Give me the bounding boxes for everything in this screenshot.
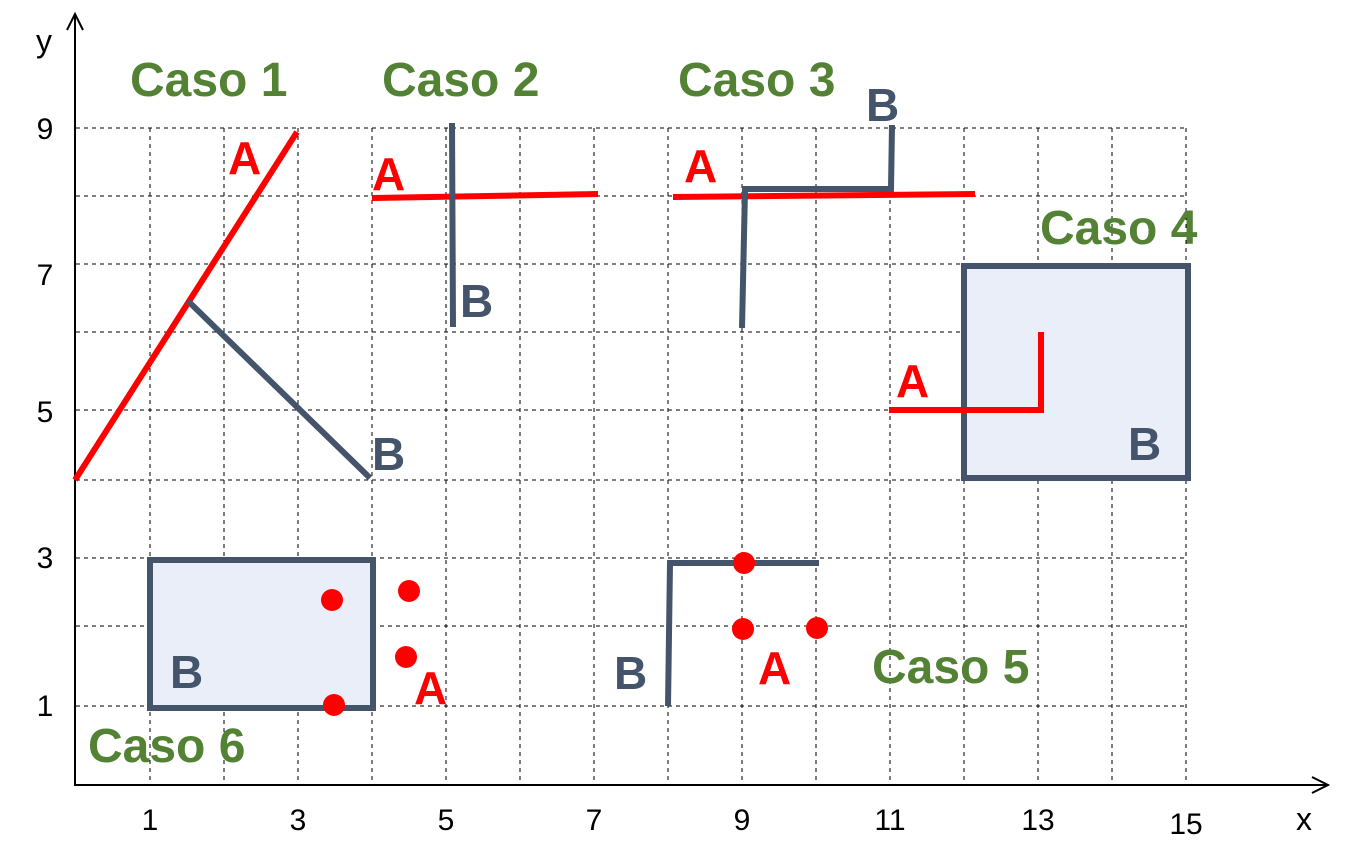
segment-a: [72, 130, 300, 482]
label-b: B: [866, 79, 899, 131]
case-4: Caso 4 A B: [889, 202, 1198, 481]
segment-b: [739, 124, 895, 329]
point-a: [398, 580, 420, 602]
label-b: B: [460, 275, 493, 327]
y-tick-label: 3: [37, 542, 54, 575]
case-title: Caso 3: [678, 54, 835, 107]
x-axis-arrow-icon: [1311, 776, 1331, 794]
segment-b: [185, 298, 373, 481]
case-5: Caso 5 A B: [614, 552, 1029, 707]
x-tick-label: 7: [586, 804, 603, 837]
point-a: [732, 618, 754, 640]
x-tick-label: 3: [290, 804, 307, 837]
x-tick-label: 13: [1021, 804, 1054, 837]
y-tick-label: 9: [37, 113, 54, 146]
case-2: Caso 2 A B: [371, 54, 599, 328]
segment-a: [672, 191, 976, 200]
y-tick-label: 1: [37, 690, 54, 723]
axes: y x 1 3 5 7 9 11 13 15 9 7 5 3 1: [36, 11, 1331, 841]
case-6: Caso 6 A B: [88, 557, 447, 773]
x-tick-label: 9: [734, 804, 751, 837]
x-tick-label: 1: [142, 804, 159, 837]
region-b: [147, 557, 376, 711]
label-b: B: [614, 647, 647, 699]
segment-a: [889, 332, 1044, 413]
label-a: A: [372, 148, 405, 200]
x-tick-label: 15: [1169, 808, 1202, 841]
y-axis-name: y: [36, 23, 52, 59]
y-tick-label: 7: [37, 259, 54, 292]
point-a: [321, 589, 343, 611]
y-tick-label: 5: [37, 396, 54, 429]
y-axis-arrow-icon: [66, 11, 84, 31]
point-a: [733, 552, 755, 574]
case-1: Caso 1 A B: [72, 54, 405, 482]
label-b: B: [170, 646, 203, 698]
label-b: B: [372, 428, 405, 480]
point-a: [323, 694, 345, 716]
case-title: Caso 5: [872, 641, 1029, 694]
point-a: [806, 617, 828, 639]
label-a: A: [684, 140, 717, 192]
region-b: [961, 263, 1191, 481]
case-title: Caso 2: [382, 54, 539, 107]
x-axis-name: x: [1296, 801, 1312, 837]
x-tick-label: 5: [438, 804, 455, 837]
label-a: A: [228, 132, 261, 184]
segment-a: [371, 191, 599, 201]
point-a: [395, 646, 417, 668]
label-a: A: [414, 662, 447, 714]
case-title: Caso 6: [88, 720, 245, 773]
case-3: Caso 3 A B: [672, 54, 976, 329]
case-title: Caso 1: [130, 54, 287, 107]
case-title: Caso 4: [1040, 202, 1198, 255]
label-a: A: [896, 355, 929, 407]
x-tick-label: 11: [874, 804, 905, 837]
label-a: A: [758, 642, 791, 694]
segment-b: [449, 122, 456, 328]
segment-b: [665, 560, 819, 707]
label-b: B: [1128, 418, 1161, 470]
